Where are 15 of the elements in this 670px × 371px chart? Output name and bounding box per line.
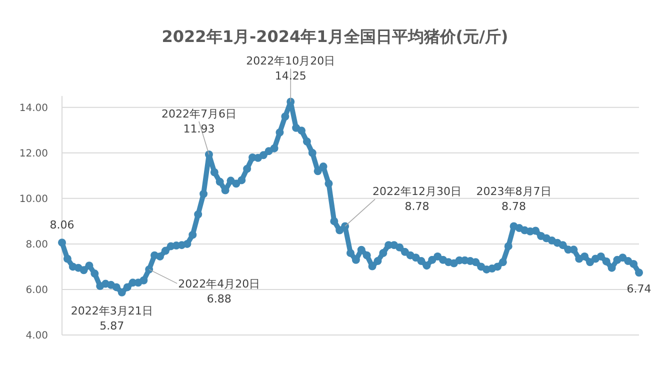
y-tick-label: 4.00 — [26, 330, 48, 342]
text: 2022年10月20日 14.25 — [246, 54, 336, 83]
chart-title: 2022年1月-2024年1月全国日平均猪价(元/斤) — [162, 27, 508, 46]
annotation: 2022年4月20日 6.88 — [178, 277, 260, 306]
y-tick-label: 6.00 — [26, 284, 48, 296]
y-tick-label: 10.00 — [19, 194, 48, 205]
annotation: 8.06 — [50, 218, 74, 232]
annotation: 6.74 — [626, 282, 652, 296]
annotation: 2023年8月7日 8.78 — [476, 185, 552, 214]
y-tick-label: 14.00 — [19, 102, 48, 114]
y-tick-label: 8.00 — [26, 239, 48, 250]
annotation: 2022年12月30日 8.78 — [372, 185, 462, 214]
annotation: 2022年3月21日 5.87 — [70, 304, 153, 332]
annotation: 2022年7月6日 11.93 — [161, 108, 236, 136]
y-tick-label: 12.00 — [19, 148, 48, 160]
